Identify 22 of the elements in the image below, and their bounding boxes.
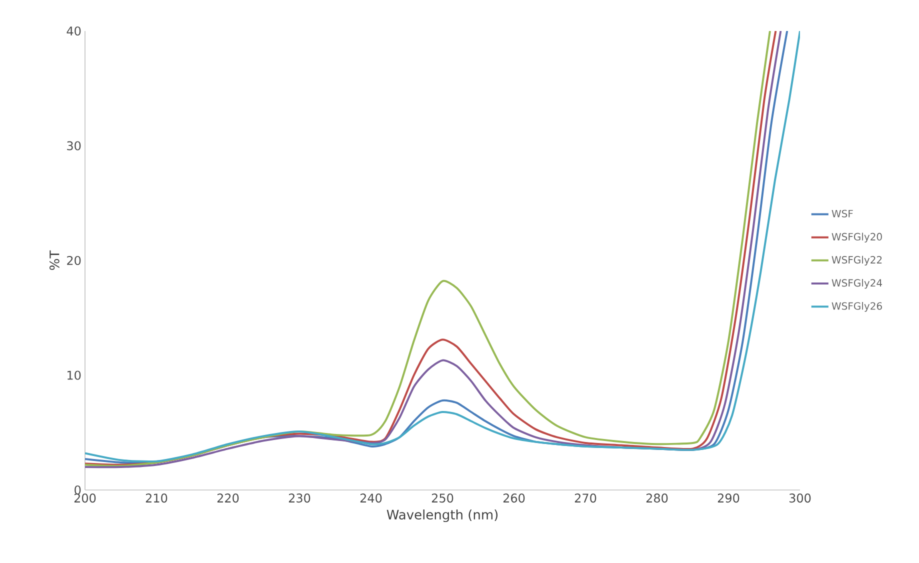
y-tick-label: 40 [66,26,81,36]
y-tick-label: 30 [67,141,81,150]
y-tick-label: 10 [68,370,81,380]
legend-label: WSFGly22 [832,256,882,266]
x-tick-label: 280 [646,494,668,503]
x-tick-label: 290 [718,494,740,503]
x-tick-label: 220 [217,494,239,503]
y-axis-title: %T [50,250,60,270]
x-tick-label: 230 [288,494,310,503]
legend-label: WSFGly24 [832,278,882,289]
x-tick-label: 250 [432,494,454,503]
x-tick-label: 270 [574,494,596,503]
legend-label: WSFGly20 [832,232,882,242]
x-tick-label: 260 [503,494,525,503]
y-tick-label: 20 [67,256,81,266]
legend-label: WSF [832,210,853,218]
x-tick-label: 240 [360,494,382,503]
x-tick-label: 210 [146,494,168,503]
legend-label: WSFGly26 [832,302,882,312]
x-tick-label: 200 [74,494,96,503]
x-axis-title: Wavelength (nm) [386,509,498,522]
x-tick-label: 300 [789,494,811,503]
